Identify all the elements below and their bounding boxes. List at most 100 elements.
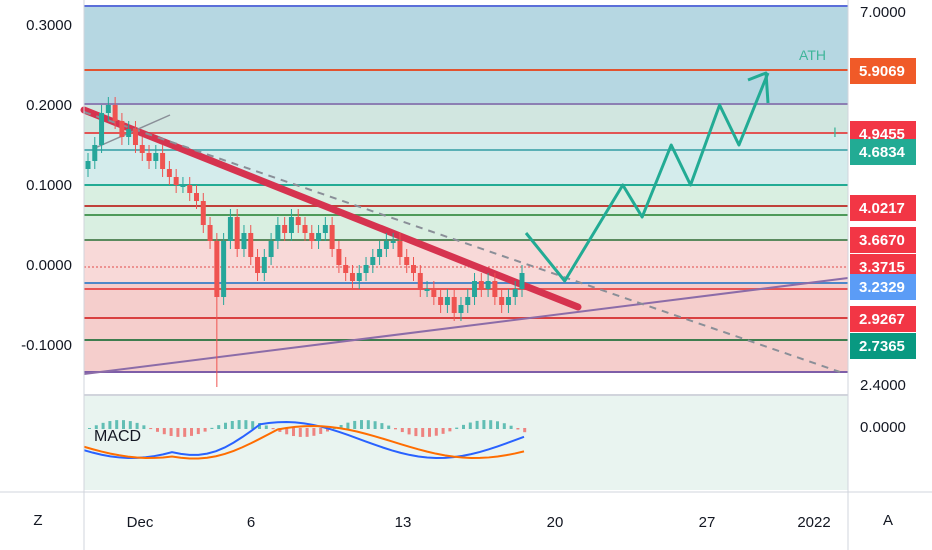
macd-histogram-bar: [122, 420, 125, 429]
candle-body: [349, 273, 355, 281]
price-badge-label: 4.6834: [859, 144, 906, 161]
macd-histogram-bar: [176, 428, 180, 437]
macd-histogram-bar: [251, 421, 255, 429]
macd-histogram-bar: [502, 423, 506, 429]
candle-body: [472, 281, 478, 297]
candle-body: [417, 273, 423, 289]
candle-body: [248, 233, 254, 257]
macd-histogram-bar: [169, 428, 173, 436]
price-badge-label: 3.2329: [859, 279, 905, 296]
candle-body: [153, 153, 159, 161]
candle-body: [241, 233, 247, 249]
macd-histogram-bar: [482, 420, 486, 429]
macd-line: [83, 421, 525, 459]
left-tick-label: 0.0000: [26, 257, 72, 274]
candle-body: [221, 241, 227, 297]
macd-histogram-bar: [142, 425, 146, 429]
candle-body: [370, 257, 376, 265]
macd-histogram-bar: [434, 428, 438, 436]
candle-body: [458, 305, 464, 313]
macd-histogram-bar: [88, 428, 91, 429]
candle-body: [431, 289, 437, 297]
macd-histogram-bar: [326, 428, 329, 432]
macd-histogram-bar: [462, 424, 465, 429]
price-badge: [850, 306, 916, 332]
macd-histogram-bar: [312, 428, 316, 436]
macd-histogram-bar: [108, 421, 112, 429]
candle-body: [356, 273, 362, 281]
candle-body: [512, 289, 518, 297]
candle-body: [180, 185, 186, 187]
candle-body: [160, 153, 166, 169]
candle-body: [295, 217, 301, 225]
candle-body: [173, 177, 179, 185]
macd-histogram-bar: [414, 428, 418, 437]
candle-body: [438, 297, 444, 305]
macd-histogram-bar: [496, 421, 499, 429]
candle-body: [261, 257, 267, 273]
macd-histogram-bar: [428, 428, 431, 437]
fib-zone: [84, 6, 848, 104]
macd-histogram-bar: [448, 428, 452, 432]
candle-body: [424, 289, 430, 291]
candle-body: [187, 185, 193, 193]
candle-body: [288, 217, 294, 233]
macd-histogram-bar: [380, 423, 384, 429]
candle-body: [404, 257, 410, 265]
macd-histogram-bar: [353, 420, 357, 429]
candle-body: [377, 249, 383, 257]
macd-histogram-bar: [523, 428, 527, 433]
x-tick-label: 2022: [797, 514, 830, 531]
candle-body: [146, 153, 152, 161]
candle-body: [234, 217, 240, 249]
candle-body: [99, 113, 105, 145]
macd-histogram-bar: [360, 420, 363, 429]
x-tick-label: 13: [395, 514, 412, 531]
x-tick-label: 6: [247, 514, 255, 531]
macd-histogram-bar: [305, 428, 309, 437]
price-badge: [850, 227, 916, 253]
candle-body: [383, 241, 389, 249]
left-tick-label: 0.2000: [26, 97, 72, 114]
candle-body: [132, 129, 138, 145]
candles: [85, 97, 525, 387]
right-tick-label: 7.0000: [860, 4, 906, 21]
macd-value-tick: 0.0000: [860, 419, 906, 436]
macd-histogram-bar: [509, 425, 513, 429]
macd-histogram-bar: [244, 420, 248, 429]
x-tick-label: Dec: [127, 514, 154, 531]
uptrend-line: [83, 277, 849, 375]
price-badge: [850, 333, 916, 359]
macd-pane: MACD 0.0000: [83, 394, 906, 490]
candle-body: [255, 257, 261, 273]
candle-body: [214, 241, 220, 297]
macd-background: [84, 396, 848, 490]
macd-histogram-bar: [230, 420, 234, 429]
candle-body: [485, 281, 491, 289]
candle-body: [322, 225, 328, 233]
candle-body: [227, 217, 233, 241]
macd-histogram-bar: [210, 427, 214, 429]
macd-histogram-bar: [366, 420, 370, 429]
level-marker: I: [833, 124, 837, 140]
fib-zone: [84, 104, 848, 134]
candle-body: [126, 129, 132, 137]
macd-histogram-bar: [387, 425, 391, 429]
candle-body: [139, 145, 145, 153]
x-tick-label: 27: [699, 514, 716, 531]
candle-body: [194, 193, 199, 201]
macd-histogram-bar: [183, 428, 187, 437]
candle-body: [282, 225, 288, 233]
price-badge-label: 3.3715: [859, 259, 905, 276]
candle-body: [451, 297, 457, 313]
price-badge: [850, 139, 916, 165]
right-tick-label: 2.4000: [860, 377, 906, 394]
macd-signal-line: [83, 425, 525, 460]
x-tick-label: 20: [547, 514, 564, 531]
macd-histogram-bar: [264, 425, 268, 429]
left-tick-label: 0.3000: [26, 17, 72, 34]
macd-histogram-bar: [101, 422, 105, 429]
